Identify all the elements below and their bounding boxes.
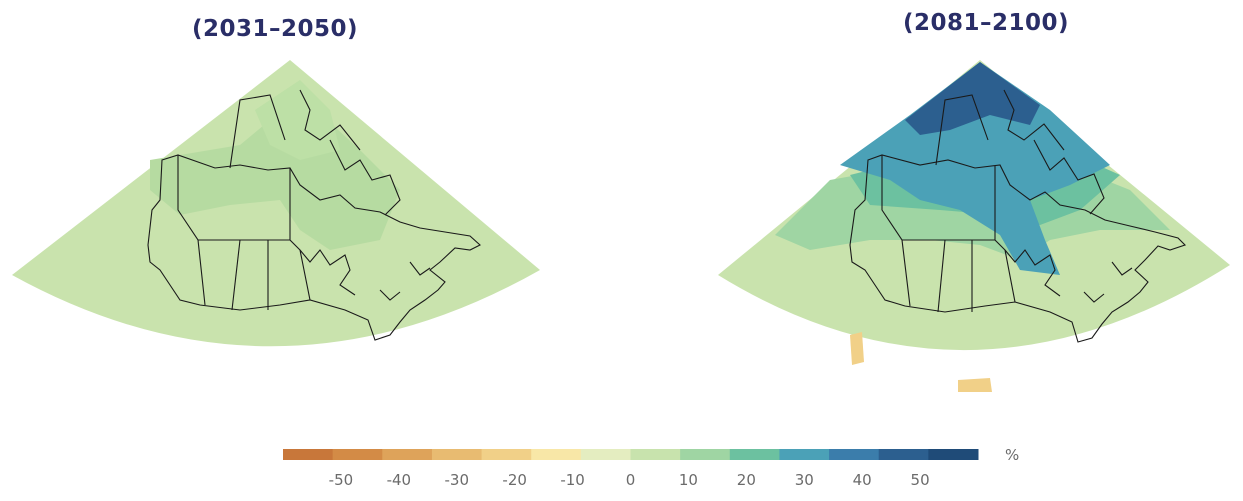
legend-color-segment: [431, 449, 483, 460]
legend-color-segment: [580, 449, 631, 460]
legend-color-segment: [382, 449, 433, 460]
legend-ticks: -50 -40 -30 -20 -10 0 10 20 30 40 50: [329, 471, 930, 489]
map-title-left: (2031–2050): [192, 16, 359, 42]
legend-color-segment: [630, 449, 681, 460]
map-title-right: (2081–2100): [903, 10, 1070, 36]
map-fan-shape: [12, 60, 540, 347]
legend-tick-label: 0: [626, 471, 636, 489]
legend-color-bar: [283, 449, 979, 460]
legend-tick-label: -20: [502, 471, 527, 489]
projection-map-left: [12, 60, 540, 347]
legend-color-segment: [878, 449, 929, 460]
legend-tick-label: 40: [853, 471, 872, 489]
legend-tick-label: 30: [795, 471, 814, 489]
legend-tick-label: 20: [737, 471, 756, 489]
legend-color-segment: [332, 449, 383, 460]
legend-tick-label: -40: [387, 471, 412, 489]
legend-unit-label: %: [1005, 446, 1019, 464]
map-region-yellow-bottom: [958, 378, 992, 392]
legend-tick-label: -10: [560, 471, 585, 489]
legend-color-segment: [928, 449, 979, 460]
map-region-north: [255, 80, 340, 160]
map-region-green: [150, 95, 400, 250]
legend-color-segment: [283, 449, 334, 460]
legend-color-segment: [779, 449, 830, 460]
legend-color-segment: [481, 449, 532, 460]
canada-outline: [147, 89, 481, 341]
map-region-yellow-south: [850, 332, 864, 365]
legend-color-segment: [729, 449, 780, 460]
legend-color-segment: [680, 449, 731, 460]
legend-tick-label: 10: [679, 471, 698, 489]
legend-tick-label: -50: [329, 471, 354, 489]
legend-tick-label: 50: [911, 471, 930, 489]
projection-map-right: [718, 60, 1230, 392]
legend-color-segment: [829, 449, 880, 460]
canada-outline: [849, 89, 1187, 343]
legend-tick-label: -30: [445, 471, 470, 489]
map-region-dark-blue: [905, 62, 1040, 135]
legend-color-segment: [531, 449, 582, 460]
